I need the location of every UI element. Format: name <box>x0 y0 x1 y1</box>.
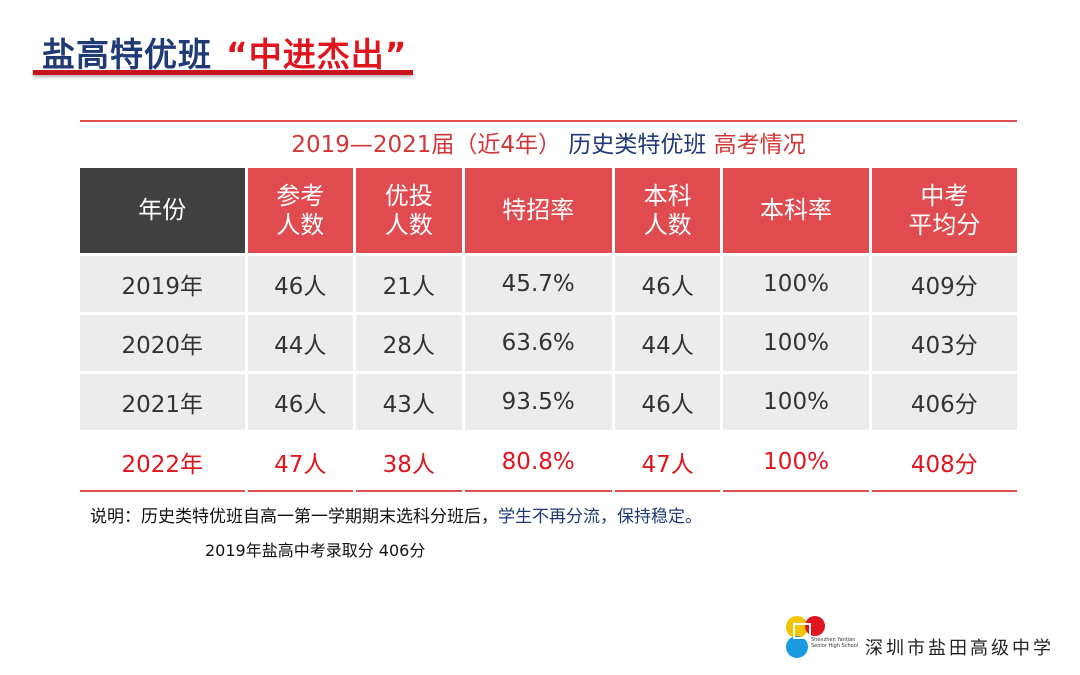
table-cell: 21人 <box>356 256 462 315</box>
table-cell: 46人 <box>247 256 354 315</box>
table-cell: 43人 <box>356 374 462 433</box>
title-main: 盐高特优班 <box>42 35 212 74</box>
column-header: 中考 平均分 <box>871 168 1017 256</box>
table-cell: 406分 <box>871 374 1017 433</box>
table-row: 2022年 47人 38人 80.8% 47人 100% 408分 <box>80 433 1017 492</box>
table-cell: 38人 <box>356 433 462 492</box>
table-cell: 44人 <box>614 315 721 374</box>
table-cell: 409分 <box>871 256 1017 315</box>
column-header: 本科 人数 <box>614 168 721 256</box>
table-cell: 46人 <box>614 374 721 433</box>
column-header: 特招率 <box>464 168 612 256</box>
table-row: 2021年 46人 43人 93.5% 46人 100% 406分 <box>80 374 1017 433</box>
table-cell: 2020年 <box>80 315 245 374</box>
table-cell: 46人 <box>614 256 721 315</box>
table-cell: 100% <box>723 256 869 315</box>
logo-chinese: 深圳市盐田高级中学 <box>865 638 1054 659</box>
table-cell: 63.6% <box>464 315 612 374</box>
table-row: 2019年 46人 21人 45.7% 46人 100% 409分 <box>80 256 1017 315</box>
table-cell: 403分 <box>871 315 1017 374</box>
column-header: 年份 <box>80 168 245 256</box>
results-table: 年份 参考 人数 优投 人数 特招率 本科 人数 本科率 中考 平均分 2019年 46人 21… <box>77 168 1020 492</box>
table-cell: 2022年 <box>80 433 245 492</box>
table-row: 2020年 44人 28人 63.6% 44人 100% 403分 <box>80 315 1017 374</box>
table-cell: 93.5% <box>464 374 612 433</box>
column-header: 优投 人数 <box>356 168 462 256</box>
table-cell: 2021年 <box>80 374 245 433</box>
column-header: 参考 人数 <box>247 168 354 256</box>
logo-english: Shenzhen Yantian Senior High School <box>811 637 859 649</box>
table-cell: 28人 <box>356 315 462 374</box>
table-cell: 100% <box>723 433 869 492</box>
note-highlight: 学生不再分流，保持稳定。 <box>498 507 702 527</box>
table-cell: 100% <box>723 374 869 433</box>
school-logo-icon <box>786 616 825 658</box>
table-cell: 2019年 <box>80 256 245 315</box>
table-cell: 408分 <box>871 433 1017 492</box>
column-header: 本科率 <box>723 168 869 256</box>
note-line-1: 说明：历史类特优班自高一第一学期期末选科分班后，学生不再分流，保持稳定。 <box>90 502 702 527</box>
title-accent: “中进杰出” <box>226 35 408 74</box>
slide-title: 盐高特优班 “中进杰出” <box>42 28 407 76</box>
caption-tail: 高考情况 <box>713 132 806 158</box>
table-cell: 45.7% <box>464 256 612 315</box>
table-caption: 2019—2021届（近4年） 历史类特优班 高考情况 <box>80 120 1017 168</box>
caption-class: 历史类特优班 <box>568 132 707 158</box>
table-cell: 47人 <box>614 433 721 492</box>
note-text: 说明：历史类特优班自高一第一学期期末选科分班后， <box>90 507 498 527</box>
table-cell: 44人 <box>247 315 354 374</box>
caption-years: 2019—2021届（近4年） <box>291 132 562 158</box>
table-cell: 47人 <box>247 433 354 492</box>
table-cell: 100% <box>723 315 869 374</box>
table-cell: 46人 <box>247 374 354 433</box>
title-underline <box>33 70 413 75</box>
table-cell: 80.8% <box>464 433 612 492</box>
note-line-2: 2019年盐高中考录取分 406分 <box>205 541 426 560</box>
